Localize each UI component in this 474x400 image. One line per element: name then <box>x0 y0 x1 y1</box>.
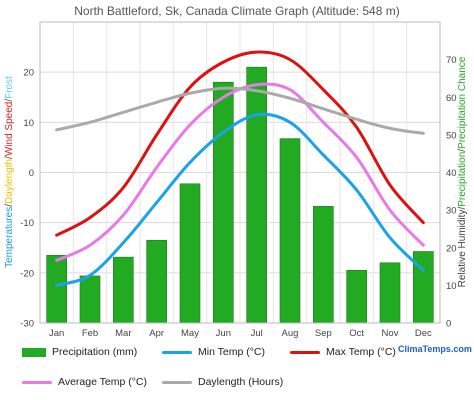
left-tick-label: 20 <box>23 68 34 79</box>
month-label: Dec <box>415 328 432 339</box>
precipitation-bar <box>46 254 67 324</box>
plot-frame <box>39 21 441 324</box>
right-tick-label: 20 <box>446 243 457 254</box>
axis-label-part: / <box>457 207 468 210</box>
precipitation-bar <box>246 66 267 324</box>
right-tick-label: 60 <box>446 93 457 104</box>
axis-label-part: Daylength <box>4 159 15 204</box>
temperature-lines <box>55 50 425 287</box>
legend-label: Precipitation (mm) <box>52 346 138 358</box>
legend-label: Average Temp (°C) <box>58 376 148 388</box>
axis-label-part: Frost <box>4 76 15 99</box>
legend-item-min-temp: Min Temp (°C) <box>162 346 265 358</box>
month-label: Nov <box>382 328 399 339</box>
axis-label-part: Wind Speed <box>4 102 15 156</box>
max-temp-swatch <box>290 350 320 354</box>
precipitation-bar <box>279 138 301 324</box>
legend: Precipitation (mm) Min Temp (°C) Max Tem… <box>0 340 474 400</box>
month-label: Feb <box>82 328 98 339</box>
legend-item-max-temp: Max Temp (°C) <box>290 346 396 358</box>
axis-label-part: Relative Humidity <box>457 210 468 288</box>
left-tick-label: -20 <box>20 268 34 279</box>
right-axis-label: Relative Humidity/Precipitation/Precipit… <box>457 56 468 287</box>
axis-label-part: Temperatures <box>4 207 15 268</box>
precipitation-bar <box>213 81 234 324</box>
left-tick-label: 0 <box>29 168 34 179</box>
month-label: Jun <box>216 328 231 339</box>
precipitation-bar <box>113 256 134 324</box>
climate-chart: North Battleford, Sk, Canada Climate Gra… <box>4 4 468 339</box>
min-temp-line <box>55 112 425 287</box>
month-label: Sep <box>315 328 332 339</box>
left-axis-ticks: -30 -20 -10 0 10 20 <box>20 68 34 330</box>
precipitation-bar <box>346 270 367 324</box>
left-tick-label: 10 <box>23 118 34 129</box>
brand-watermark[interactable]: ClimaTemps.com <box>398 344 472 354</box>
daylength-line <box>55 86 425 135</box>
axis-label-part: / <box>4 99 15 102</box>
month-label: Mar <box>115 328 131 339</box>
daylength-swatch <box>162 380 192 384</box>
precipitation-bar <box>179 183 201 324</box>
axis-label-part: Precipitation Chance <box>457 56 468 149</box>
min-temp-swatch <box>162 350 192 354</box>
left-axis-label: Temperatures/Daylength/Wind Speed/Frost <box>4 76 15 268</box>
axis-label-part: / <box>457 149 468 152</box>
precipitation-bar <box>146 239 167 324</box>
max-temp-line <box>55 50 425 237</box>
precipitation-bar <box>313 206 334 324</box>
month-label: Jan <box>49 328 64 339</box>
axis-label-part: / <box>4 156 15 159</box>
right-tick-label: 0 <box>446 319 451 330</box>
precipitation-bar <box>379 262 401 324</box>
legend-label: Max Temp (°C) <box>326 346 396 358</box>
axis-label-part: Precipitation <box>457 152 468 207</box>
month-label: Oct <box>349 328 364 339</box>
right-axis-ticks: 0 10 20 30 40 50 60 70 <box>446 55 457 329</box>
month-label: Jul <box>251 328 263 339</box>
month-ticks: Jan Feb Mar Apr May Jun Jul Aug Sep Oct Nov Dec <box>49 328 432 339</box>
right-tick-label: 30 <box>446 206 457 217</box>
legend-item-daylength: Daylength (Hours) <box>162 376 283 388</box>
left-tick-label: -10 <box>20 218 34 229</box>
chart-title: North Battleford, Sk, Canada Climate Gra… <box>74 4 399 18</box>
month-label: Apr <box>149 328 164 339</box>
right-tick-label: 10 <box>446 281 457 292</box>
legend-label: Min Temp (°C) <box>198 346 266 358</box>
right-tick-label: 70 <box>446 55 457 66</box>
left-tick-label: -30 <box>20 319 34 330</box>
precipitation-swatch <box>22 347 46 357</box>
legend-item-average-temp: Average Temp (°C) <box>22 376 147 388</box>
precipitation-bar <box>79 275 101 324</box>
right-tick-label: 40 <box>446 168 457 179</box>
month-label: Aug <box>282 328 299 339</box>
month-label: May <box>181 328 199 339</box>
legend-item-precipitation: Precipitation (mm) <box>22 346 137 358</box>
average-temp-swatch <box>22 380 52 384</box>
legend-label: Daylength (Hours) <box>198 376 284 388</box>
axis-label-part: / <box>4 204 15 207</box>
right-tick-label: 50 <box>446 130 457 141</box>
